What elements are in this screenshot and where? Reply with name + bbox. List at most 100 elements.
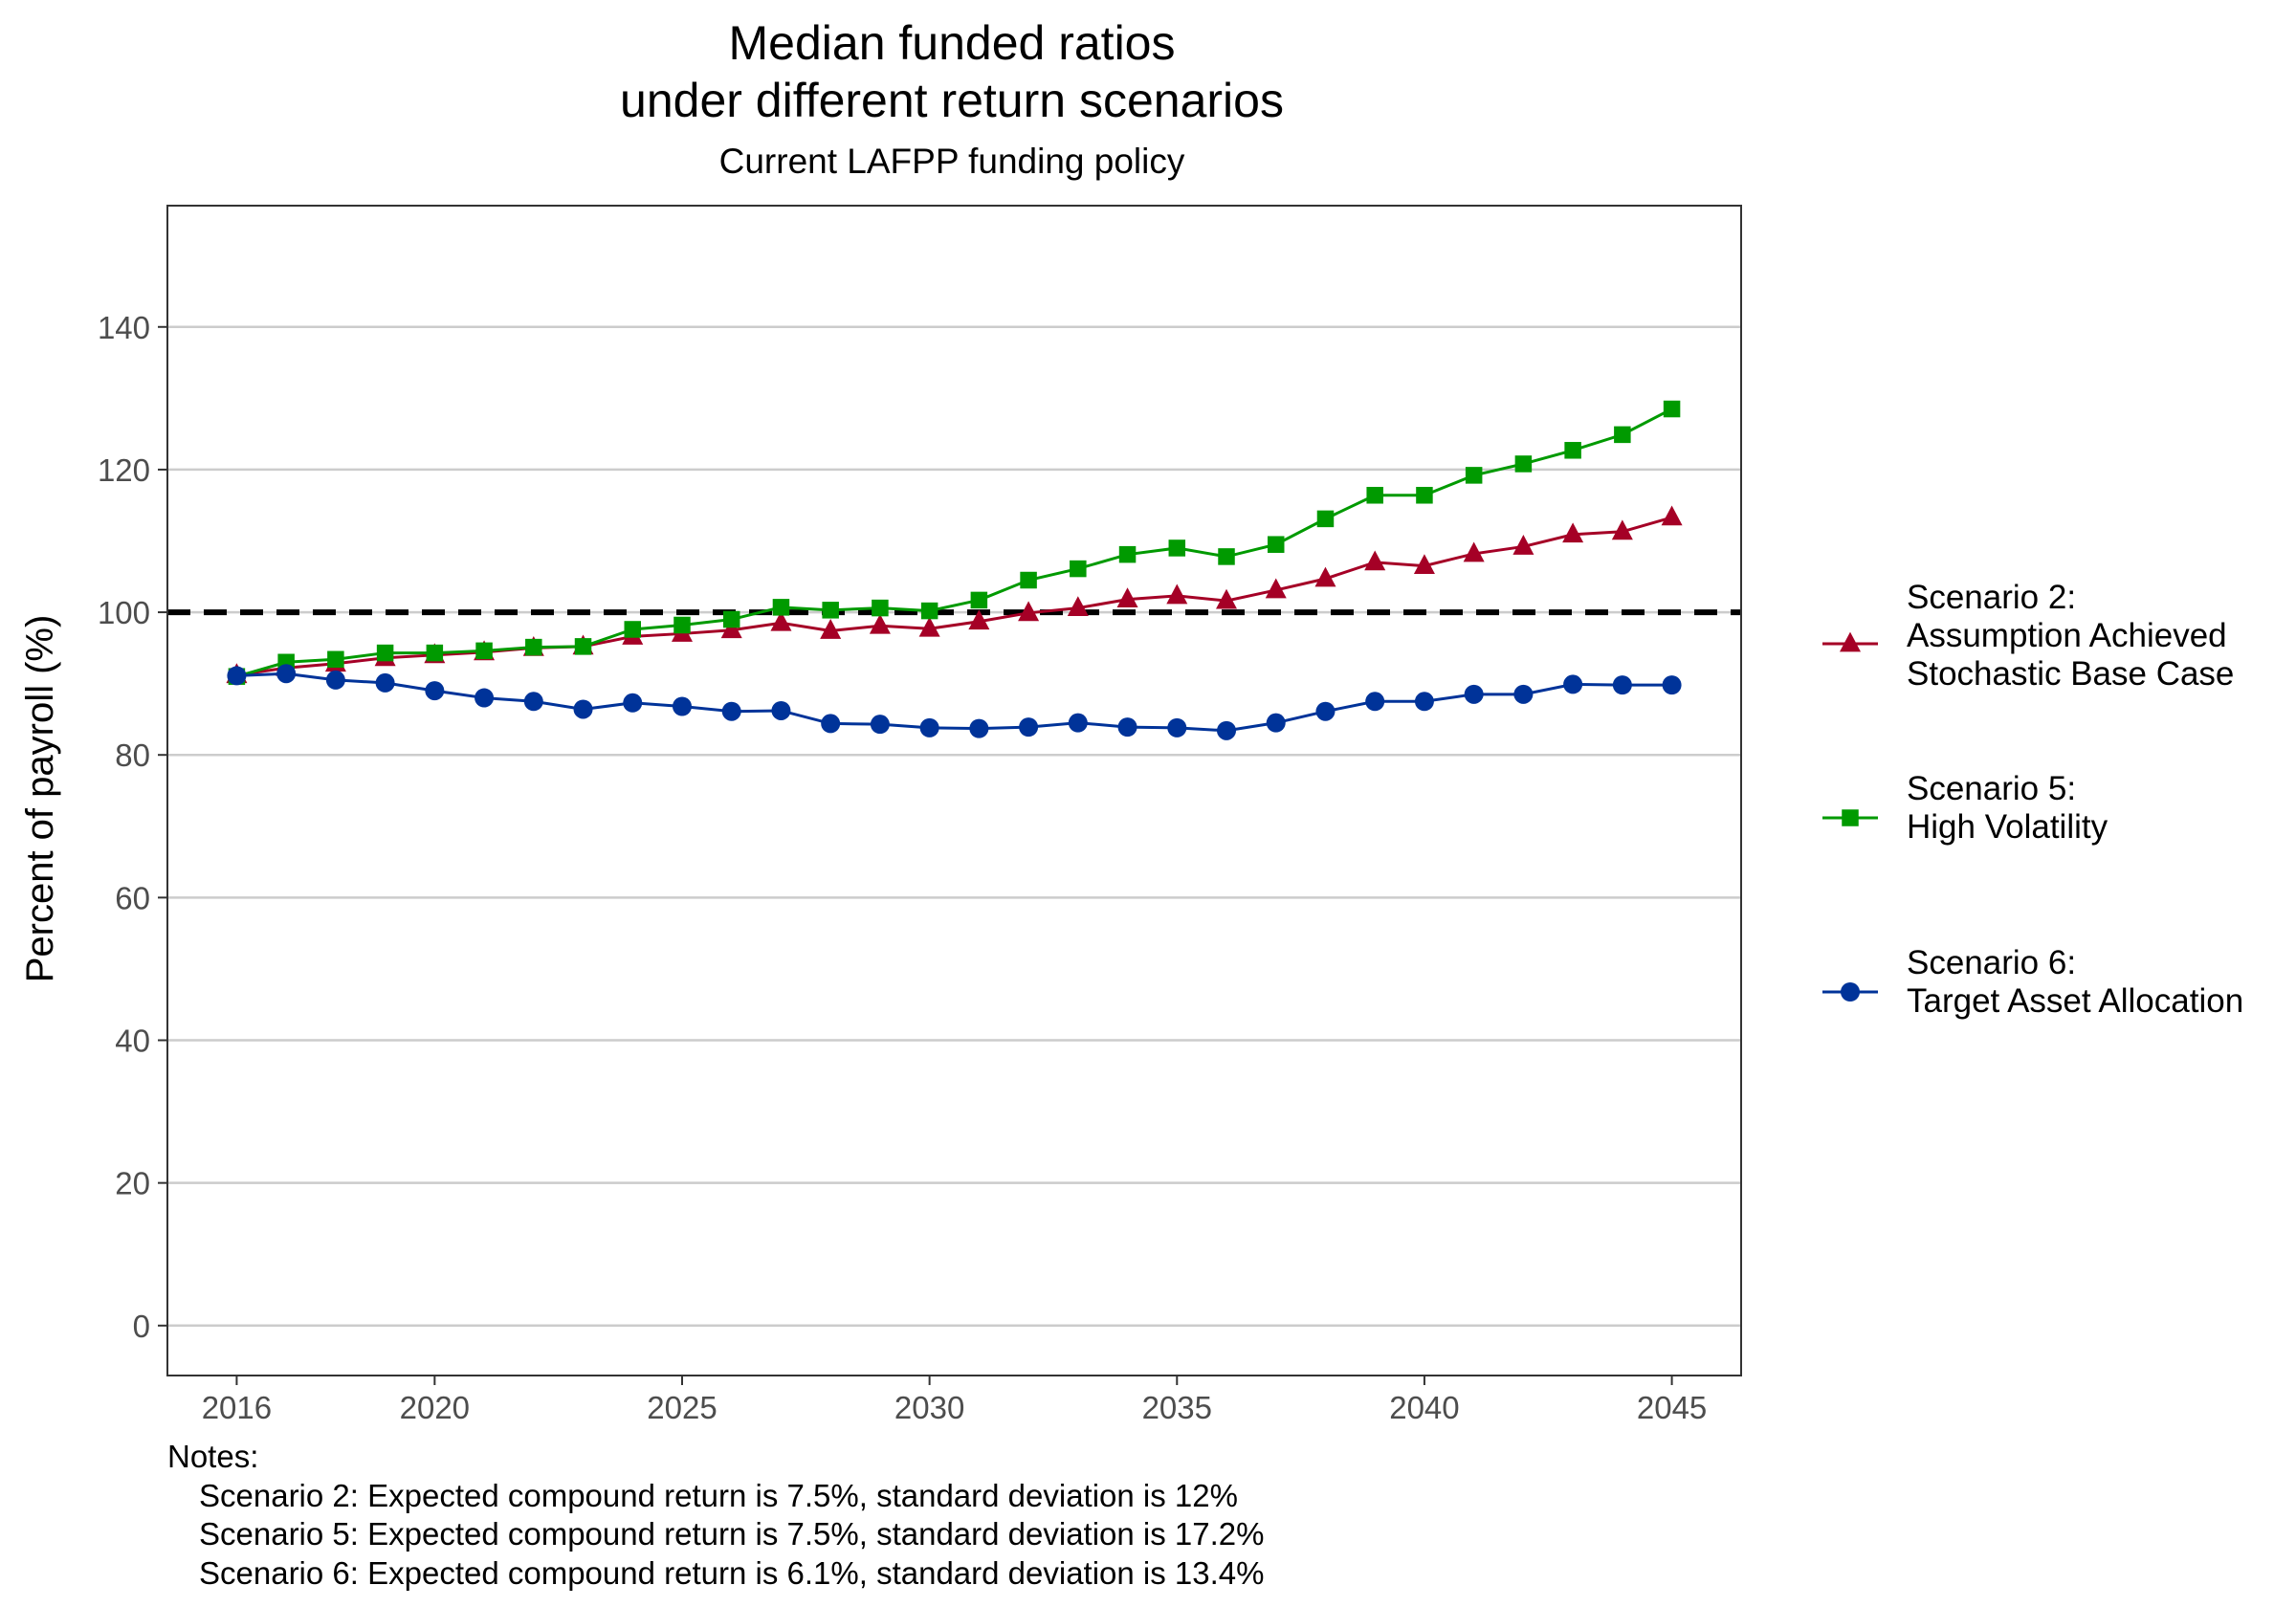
data-point-square-2040 [1416, 487, 1433, 504]
legend-label-line: Scenario 2: [1907, 579, 2076, 616]
data-point-triangle-2041 [1463, 541, 1485, 562]
data-point-square-2042 [1514, 455, 1533, 473]
x-tick-label-2016: 2016 [202, 1390, 272, 1425]
data-point-square-2022 [525, 638, 542, 656]
data-point-circle-2021 [475, 688, 495, 708]
data-point-square-2028 [822, 602, 839, 619]
data-point-triangle-2045 [1661, 505, 1683, 526]
data-point-square-2043 [1564, 442, 1581, 459]
data-point-circle-2017 [276, 664, 297, 684]
data-point-circle-2027 [771, 700, 791, 720]
data-point-circle-2035 [1167, 717, 1187, 737]
data-point-triangle-2044 [1611, 519, 1633, 540]
data-point-square-2024 [624, 621, 642, 638]
legend-label-line: Scenario 6: [1907, 944, 2076, 981]
data-point-circle-2033 [1068, 713, 1088, 733]
data-point-triangle-2032 [1018, 601, 1040, 622]
legend-label-line: High Volatility [1907, 808, 2108, 846]
plot-panel-border [166, 205, 1742, 1376]
legend-item-triangle: Scenario 2:Assumption AchievedStochastic… [1822, 579, 2234, 693]
data-point-square-2038 [1316, 510, 1335, 528]
legend-key-circle [1841, 982, 1860, 1002]
notes-header: Notes: [167, 1439, 258, 1474]
data-point-square-2030 [920, 602, 938, 620]
data-point-triangle-2028 [820, 619, 842, 639]
data-point-circle-2045 [1662, 675, 1682, 695]
data-point-triangle-2031 [968, 609, 990, 630]
x-tick-label-2040: 2040 [1389, 1390, 1459, 1425]
data-point-square-2037 [1267, 536, 1285, 553]
x-tick-label-2025: 2025 [647, 1390, 717, 1425]
data-point-circle-2024 [623, 693, 643, 713]
data-point-square-2019 [376, 644, 394, 662]
x-tick-label-2020: 2020 [400, 1390, 470, 1425]
series-circle [227, 664, 1682, 740]
data-point-triangle-2035 [1166, 583, 1188, 605]
x-tick-label-2045: 2045 [1637, 1390, 1707, 1425]
legend-item-circle: Scenario 6:Target Asset Allocation [1822, 944, 2243, 1020]
x-tick-label-2030: 2030 [894, 1390, 964, 1425]
legend-key-square [1842, 809, 1859, 826]
data-point-circle-2041 [1464, 684, 1484, 704]
legend-label-line: Scenario 5: [1907, 770, 2076, 807]
y-axis-title: Percent of payroll (%) [19, 615, 61, 983]
data-point-square-2034 [1118, 545, 1137, 563]
data-point-circle-2019 [375, 672, 395, 693]
data-point-circle-2037 [1266, 713, 1286, 733]
legend-item-square: Scenario 5:High Volatility [1822, 770, 2108, 846]
data-point-circle-2029 [870, 715, 890, 735]
legend-label-line: Target Asset Allocation [1907, 982, 2243, 1020]
y-tick-label-120: 120 [98, 452, 150, 488]
data-point-circle-2032 [1019, 717, 1039, 737]
data-point-circle-2042 [1513, 684, 1534, 704]
data-point-square-2023 [574, 638, 592, 655]
data-point-triangle-2042 [1512, 535, 1534, 555]
note-scenario-2: Scenario 2: Expected compound return is … [199, 1478, 1238, 1513]
data-point-triangle-2039 [1364, 550, 1386, 571]
y-tick-label-0: 0 [133, 1309, 150, 1344]
data-point-triangle-2029 [869, 613, 891, 634]
y-tick-label-60: 60 [115, 880, 150, 915]
data-point-triangle-2036 [1216, 588, 1238, 609]
y-tick-label-20: 20 [115, 1166, 150, 1201]
data-point-triangle-2030 [918, 616, 940, 637]
legend-label-line: Assumption Achieved [1907, 617, 2227, 654]
legend-label-line: Stochastic Base Case [1907, 655, 2234, 693]
data-point-square-2018 [327, 650, 344, 669]
data-point-circle-2040 [1414, 692, 1434, 712]
data-point-square-2027 [772, 599, 790, 616]
data-point-square-2029 [872, 599, 889, 617]
data-point-circle-2025 [672, 696, 692, 716]
data-point-circle-2022 [523, 692, 543, 712]
data-point-circle-2018 [325, 670, 345, 690]
data-point-triangle-2026 [720, 618, 742, 639]
data-point-circle-2026 [721, 701, 741, 721]
y-axis: 0 20 40 60 80 100 120 140 [98, 310, 167, 1344]
data-point-triangle-2033 [1067, 596, 1089, 616]
data-point-square-2045 [1663, 400, 1681, 418]
data-point-circle-2039 [1365, 692, 1385, 712]
data-point-triangle-2037 [1265, 578, 1287, 599]
data-point-circle-2020 [425, 681, 445, 701]
data-point-square-2044 [1614, 426, 1631, 444]
y-tick-label-80: 80 [115, 737, 150, 773]
data-point-square-2021 [475, 642, 493, 660]
data-point-square-2025 [673, 616, 691, 634]
data-point-circle-2034 [1117, 717, 1137, 737]
data-point-circle-2023 [573, 699, 593, 719]
data-point-square-2020 [426, 644, 444, 662]
data-point-square-2041 [1465, 467, 1483, 484]
data-point-circle-2038 [1315, 701, 1336, 721]
note-scenario-5: Scenario 5: Expected compound return is … [199, 1516, 1265, 1552]
data-point-square-2026 [722, 610, 740, 628]
data-point-circle-2016 [227, 666, 247, 686]
y-tick-label-100: 100 [98, 595, 150, 630]
data-point-triangle-2040 [1413, 554, 1435, 574]
chart-title-line-2: under different return scenarios [620, 74, 1284, 127]
series-group [226, 400, 1683, 740]
data-point-circle-2030 [919, 717, 939, 737]
data-point-square-2032 [1020, 571, 1037, 589]
data-point-square-2033 [1070, 560, 1087, 578]
x-tick-label-2035: 2035 [1142, 1390, 1212, 1425]
